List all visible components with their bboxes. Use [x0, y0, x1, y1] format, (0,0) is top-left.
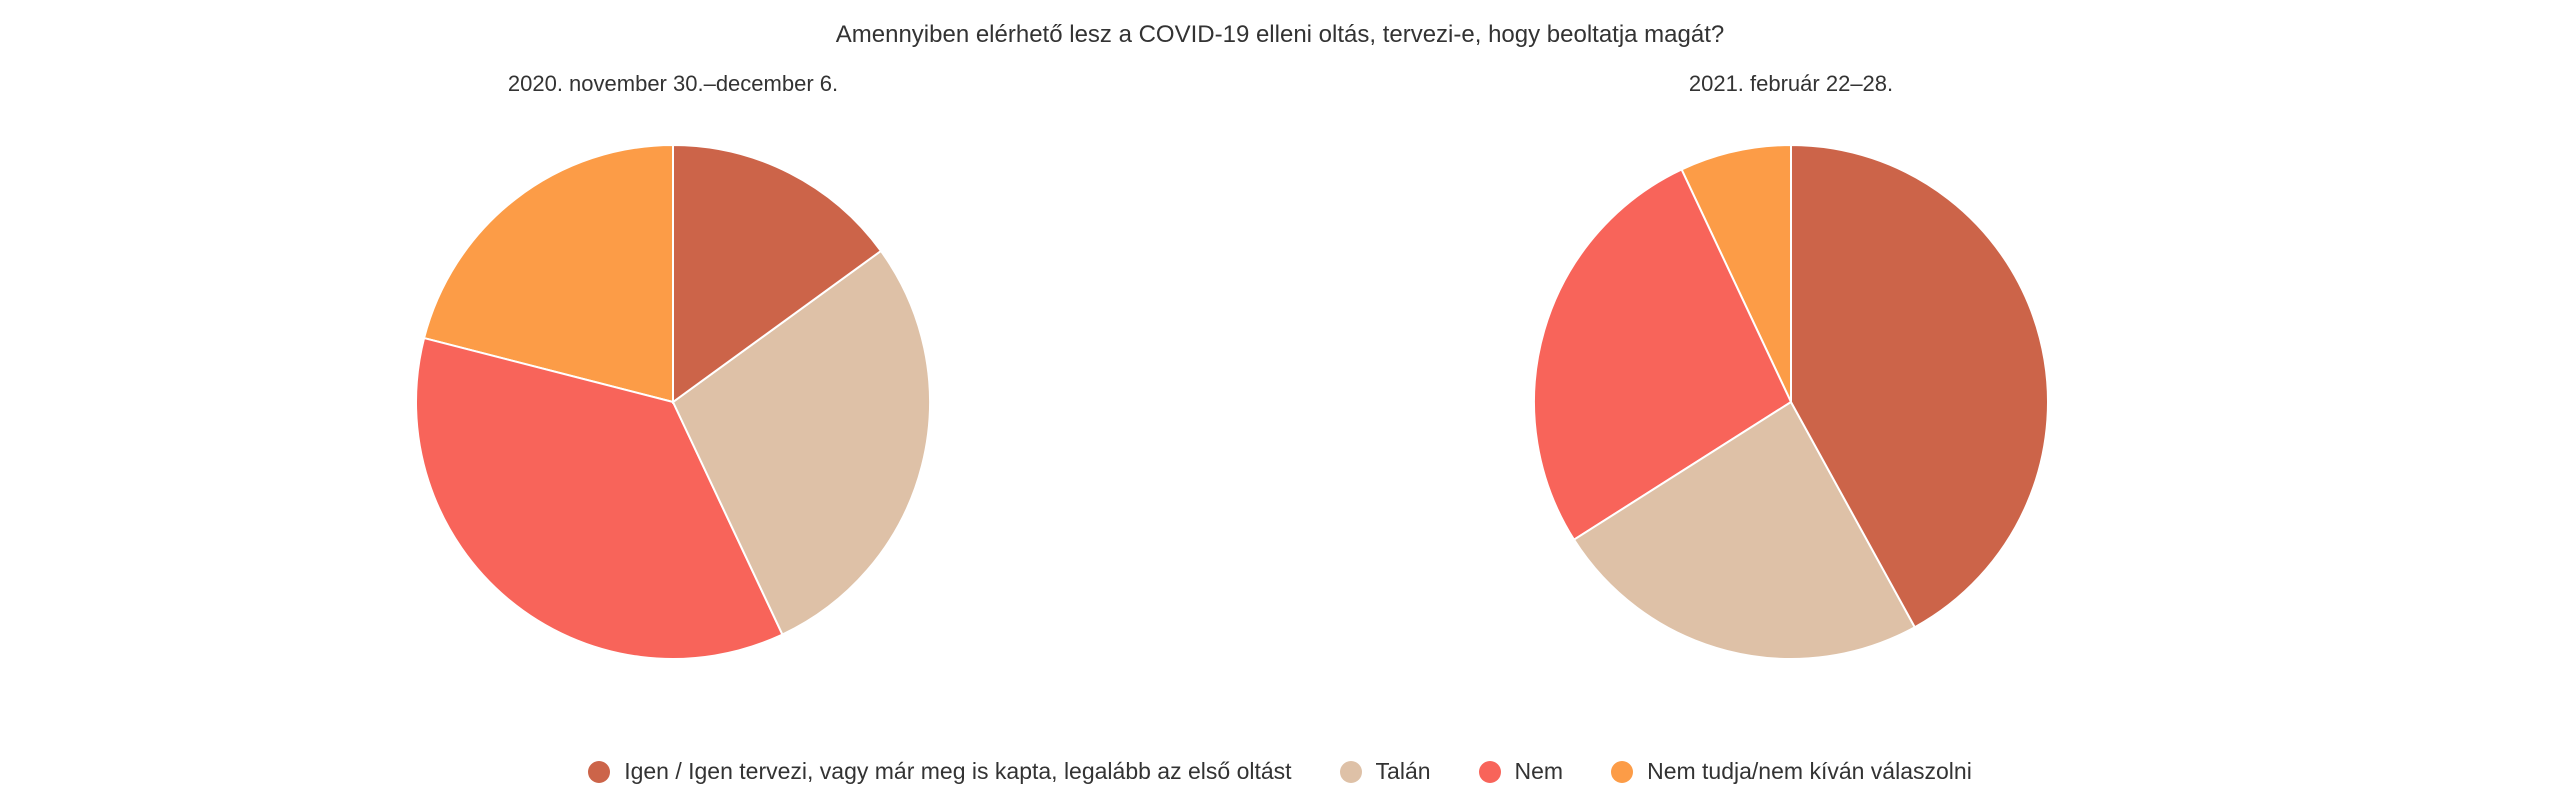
legend-swatch-igen: [588, 760, 611, 783]
pie-slice-2-igen[interactable]: [1790, 143, 2049, 629]
pie-slice-1-talan[interactable]: [671, 249, 931, 636]
legend: Igen / Igen tervezi, vagy már meg is kap…: [0, 758, 2560, 785]
legend-label-nem: Nem: [1514, 758, 1564, 784]
legend-swatch-nem-tudja: [1611, 760, 1634, 783]
pie-slice-2-nem[interactable]: [1533, 168, 1793, 542]
legend-swatch-nem: [1478, 760, 1501, 783]
legend-item-talan[interactable]: Talán: [1339, 758, 1431, 785]
pie-chart-1: 2020. november 30.–december 6.: [415, 71, 931, 660]
legend-label-igen: Igen / Igen tervezi, vagy már meg is kap…: [624, 758, 1292, 784]
pie-chart-2: 2021. február 22–28.: [1533, 71, 2049, 660]
pie-slice-1-igen[interactable]: [672, 143, 883, 404]
pie-slice-2-nem-tudja[interactable]: [1680, 143, 1792, 403]
pie-slice-1-nem-tudja[interactable]: [422, 143, 674, 404]
legend-swatch-talan: [1339, 760, 1362, 783]
pie-slice-1-nem[interactable]: [415, 336, 784, 660]
pie-charts: 2020. november 30.–december 6. 2021. feb…: [415, 71, 2049, 660]
pie-slice-2-talan[interactable]: [1572, 400, 1917, 660]
chart-title: Amennyiben elérhető lesz a COVID-19 elle…: [835, 21, 1725, 48]
legend-label-nem-tudja: Nem tudja/nem kíván válaszolni: [1647, 758, 1972, 784]
legend-item-nem[interactable]: Nem: [1478, 758, 1564, 785]
pie-subtitle-2: 2021. február 22–28.: [1689, 71, 1893, 96]
legend-item-igen[interactable]: Igen / Igen tervezi, vagy már meg is kap…: [588, 758, 1292, 785]
pie-subtitle-1: 2020. november 30.–december 6.: [508, 71, 838, 96]
legend-item-nem-tudja[interactable]: Nem tudja/nem kíván válaszolni: [1611, 758, 1972, 785]
legend-label-talan: Talán: [1375, 758, 1431, 784]
